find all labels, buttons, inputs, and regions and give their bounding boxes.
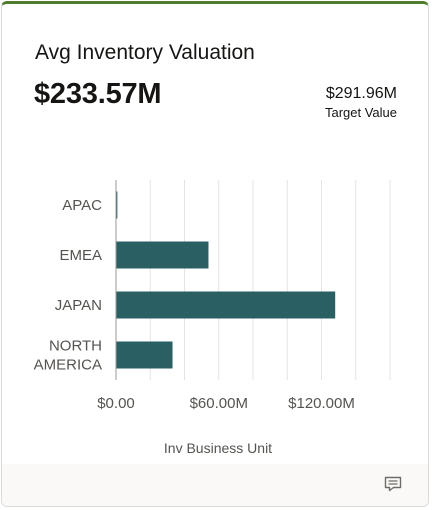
bar-chart: APAC EMEA JAPAN NORTH AMERICA $0.00 $60.00M $12… — [34, 180, 391, 456]
x-axis-title: Inv Business Unit — [164, 440, 272, 456]
bar-apac — [116, 191, 118, 219]
target-label: Target Value — [324, 105, 397, 120]
category-label: EMEA — [59, 247, 102, 264]
x-tick-label: $60.00M — [190, 395, 248, 412]
category-label: NORTH AMERICA — [34, 338, 102, 374]
bar-north-america — [116, 341, 173, 369]
bar-japan — [116, 291, 336, 319]
bar-emea — [116, 241, 209, 269]
x-tick-label: $0.00 — [97, 395, 135, 412]
comment-icon[interactable] — [384, 476, 402, 492]
category-label: JAPAN — [55, 297, 102, 314]
card-title: Avg Inventory Valuation — [35, 41, 255, 64]
card-footer — [2, 464, 428, 506]
category-label: APAC — [62, 197, 102, 214]
x-tick-label: $120.00M — [288, 395, 355, 412]
kpi-value: $233.57M — [34, 78, 162, 110]
target-value: $291.96M — [325, 85, 397, 102]
